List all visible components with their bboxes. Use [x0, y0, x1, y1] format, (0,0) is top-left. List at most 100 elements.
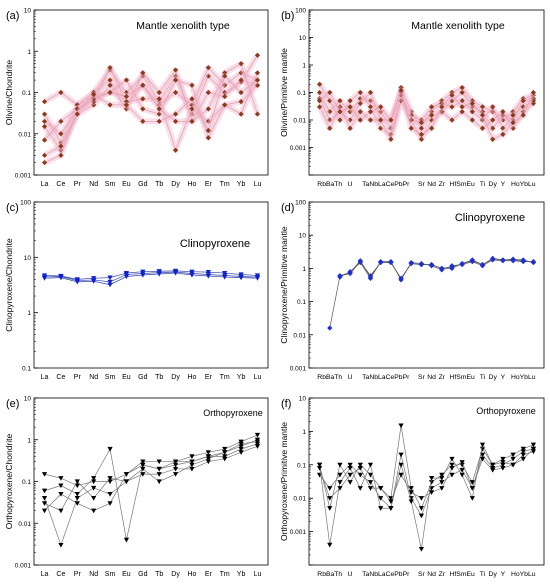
data-point	[205, 450, 211, 455]
y-tick-label: 0.01	[293, 118, 306, 125]
data-point	[388, 117, 394, 123]
data-point	[222, 456, 228, 462]
data-point	[41, 123, 48, 130]
data-point	[337, 273, 343, 279]
series-line	[44, 75, 258, 156]
data-point	[156, 96, 162, 102]
data-point	[156, 271, 162, 277]
data-point	[418, 546, 425, 552]
data-point	[449, 472, 455, 478]
data-point	[479, 446, 486, 452]
data-point	[172, 459, 179, 465]
x-tick-label: Sr	[418, 181, 426, 188]
x-tick-label: Tm	[220, 374, 230, 381]
data-point	[41, 488, 48, 494]
data-point	[449, 117, 455, 123]
data-point	[205, 127, 211, 134]
x-tick-label: Er	[205, 181, 213, 188]
x-tick-label: Tb	[155, 571, 163, 578]
data-point	[222, 102, 228, 108]
y-axis-label: Orthopyroxene/Primitive mantle	[279, 422, 289, 541]
series-line	[319, 84, 534, 135]
x-tick-label: Dy	[489, 181, 498, 188]
x-tick-label: HoYbLu	[511, 181, 536, 188]
data-point	[479, 109, 486, 115]
data-point	[459, 109, 465, 115]
data-point	[510, 112, 516, 118]
data-point	[418, 131, 425, 137]
data-point	[449, 465, 455, 471]
data-point	[337, 104, 343, 110]
x-tick-label: Zr	[439, 571, 446, 578]
x-tick-label: Lu	[254, 374, 262, 381]
series-line	[44, 445, 258, 512]
data-point	[156, 472, 162, 477]
series-line	[44, 443, 258, 512]
x-tick-label: Yb	[237, 571, 246, 578]
data-point	[222, 454, 228, 459]
data-point	[459, 104, 465, 110]
data-point	[327, 506, 333, 511]
data-point	[41, 159, 48, 166]
x-tick-label: TaNbLaCePbPr	[362, 571, 410, 578]
data-point	[510, 456, 516, 462]
y-tick-label: 0.01	[18, 521, 31, 528]
data-point	[367, 98, 374, 104]
x-tick-label: RbBaTh	[317, 181, 342, 188]
x-tick-label: La	[41, 374, 49, 381]
panel-label: (a)	[6, 10, 19, 22]
data-point	[222, 70, 228, 76]
data-point	[490, 104, 496, 110]
data-point	[327, 109, 333, 115]
data-point	[107, 282, 113, 288]
data-point	[500, 460, 506, 465]
y-tick-label: 1	[302, 63, 306, 70]
data-point	[91, 485, 97, 491]
y-tick-label: 100	[295, 8, 306, 15]
y-tick-label: 0.01	[293, 496, 306, 503]
data-point	[398, 92, 404, 98]
data-point	[254, 432, 261, 438]
x-tick-label: Sm	[105, 571, 116, 578]
data-point	[205, 65, 211, 71]
data-point	[530, 92, 537, 98]
data-point	[205, 89, 211, 96]
data-point	[238, 89, 244, 96]
data-point	[172, 472, 179, 477]
data-point	[357, 89, 363, 96]
panel-label: (e)	[6, 398, 19, 410]
data-point	[156, 106, 162, 112]
data-point	[123, 102, 130, 108]
data-point	[378, 496, 384, 501]
x-tick-label: TaNbLaCePbPr	[362, 181, 410, 188]
data-point	[530, 98, 537, 104]
x-tick-label: Ho	[187, 181, 196, 188]
data-point	[469, 258, 475, 264]
data-point	[347, 472, 353, 478]
y-tick-label: 10	[24, 8, 32, 15]
data-point	[500, 465, 506, 471]
data-point	[510, 109, 516, 115]
y-tick-label: 0.1	[297, 299, 306, 306]
data-point	[367, 480, 374, 485]
data-point	[530, 442, 537, 448]
data-point	[439, 104, 445, 110]
x-tick-label: Y	[501, 374, 506, 381]
x-tick-label: Gd	[138, 181, 147, 188]
chart-panel-4: 0.001 0.01 0.1 1 10 100 Clinopyroxene/Primitiv…	[279, 200, 545, 381]
x-tick-label: Y	[501, 571, 506, 578]
data-point	[347, 98, 353, 104]
data-point	[238, 450, 244, 455]
data-point	[58, 543, 64, 548]
plot-frame	[308, 201, 545, 369]
panel-title: Clinopyroxene	[180, 238, 250, 250]
data-point	[479, 456, 486, 462]
y-tick-label: 1	[27, 437, 31, 444]
chart-panel-1: 0.001 0.01 0.1 1 10 Olivine/Chondrite La Ce Pr Nd…	[4, 8, 269, 188]
series-line	[319, 443, 534, 550]
data-point	[408, 125, 414, 131]
data-point	[418, 125, 425, 131]
data-point	[74, 501, 80, 506]
y-axis-label: Clinopyroxene/Chondrite	[4, 238, 14, 332]
y-tick-label: 0.01	[18, 131, 31, 138]
